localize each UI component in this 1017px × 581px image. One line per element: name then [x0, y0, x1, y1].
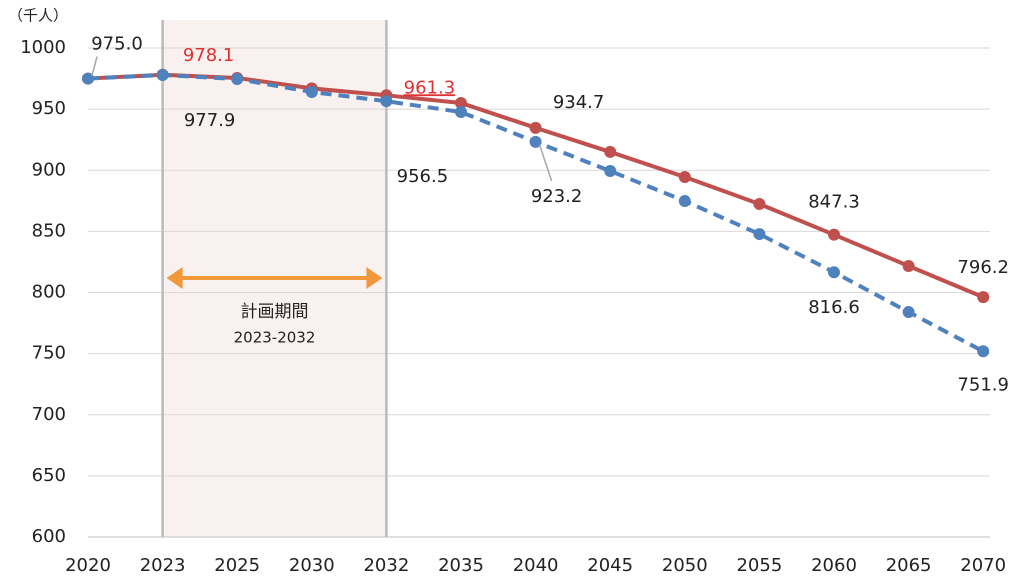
point	[82, 72, 94, 85]
y-tick-label: 750	[32, 343, 66, 364]
x-tick-label: 2045	[587, 555, 633, 576]
unit-label: （千人）	[8, 7, 68, 25]
value-label: 923.2	[531, 186, 583, 207]
x-tick-label: 2055	[736, 555, 782, 576]
x-tick-label: 2065	[886, 555, 932, 576]
value-label: 934.7	[553, 92, 605, 113]
y-tick-label: 600	[32, 526, 66, 547]
x-tick-label: 2060	[811, 555, 857, 576]
point	[455, 106, 467, 119]
point	[753, 228, 766, 241]
x-tick-label: 2030	[289, 555, 335, 576]
y-tick-label: 900	[32, 159, 66, 180]
period-label: 計画期間	[241, 302, 309, 322]
value-label: 816.6	[808, 297, 860, 318]
arrow-head	[166, 267, 183, 289]
value-label: 751.9	[957, 374, 1009, 395]
point	[231, 73, 244, 86]
x-tick-label: 2025	[214, 555, 260, 576]
x-tick-label: 2023	[140, 555, 186, 576]
value-label: 978.1	[183, 45, 235, 66]
y-tick-label: 850	[32, 220, 66, 241]
x-tick-label: 2040	[513, 555, 559, 576]
leader-line	[538, 144, 553, 182]
period-range: 2023-2032	[234, 329, 316, 347]
point	[305, 86, 318, 99]
x-tick-label: 2032	[363, 555, 409, 576]
value-label: 796.2	[957, 257, 1009, 278]
point	[529, 135, 542, 148]
point	[678, 195, 691, 208]
point	[604, 145, 617, 158]
y-tick-label: 950	[32, 98, 66, 119]
point	[455, 97, 467, 110]
x-tick-label: 2035	[438, 555, 484, 576]
y-tick-label: 700	[32, 404, 66, 425]
value-label: 975.0	[91, 34, 143, 55]
point	[902, 306, 915, 319]
value-label: 956.5	[397, 166, 449, 187]
point	[529, 121, 542, 134]
y-tick-label: 1000	[20, 37, 66, 58]
x-tick-label: 2050	[662, 555, 708, 576]
point	[380, 95, 393, 108]
value-label: 977.9	[184, 110, 236, 131]
point	[977, 345, 990, 358]
y-tick-label: 650	[32, 465, 66, 486]
point	[753, 197, 766, 210]
point	[977, 291, 990, 304]
point	[156, 69, 169, 82]
point	[828, 228, 840, 241]
leader-line	[91, 56, 98, 76]
value-label: 961.3	[404, 77, 456, 98]
y-tick-label: 800	[32, 282, 66, 303]
point	[902, 259, 915, 272]
x-tick-label: 2020	[65, 555, 111, 576]
point	[604, 164, 617, 177]
point	[828, 266, 840, 279]
point	[678, 170, 691, 183]
value-label: 847.3	[808, 192, 860, 213]
x-tick-label: 2070	[960, 555, 1006, 576]
arrow-head	[366, 267, 383, 289]
